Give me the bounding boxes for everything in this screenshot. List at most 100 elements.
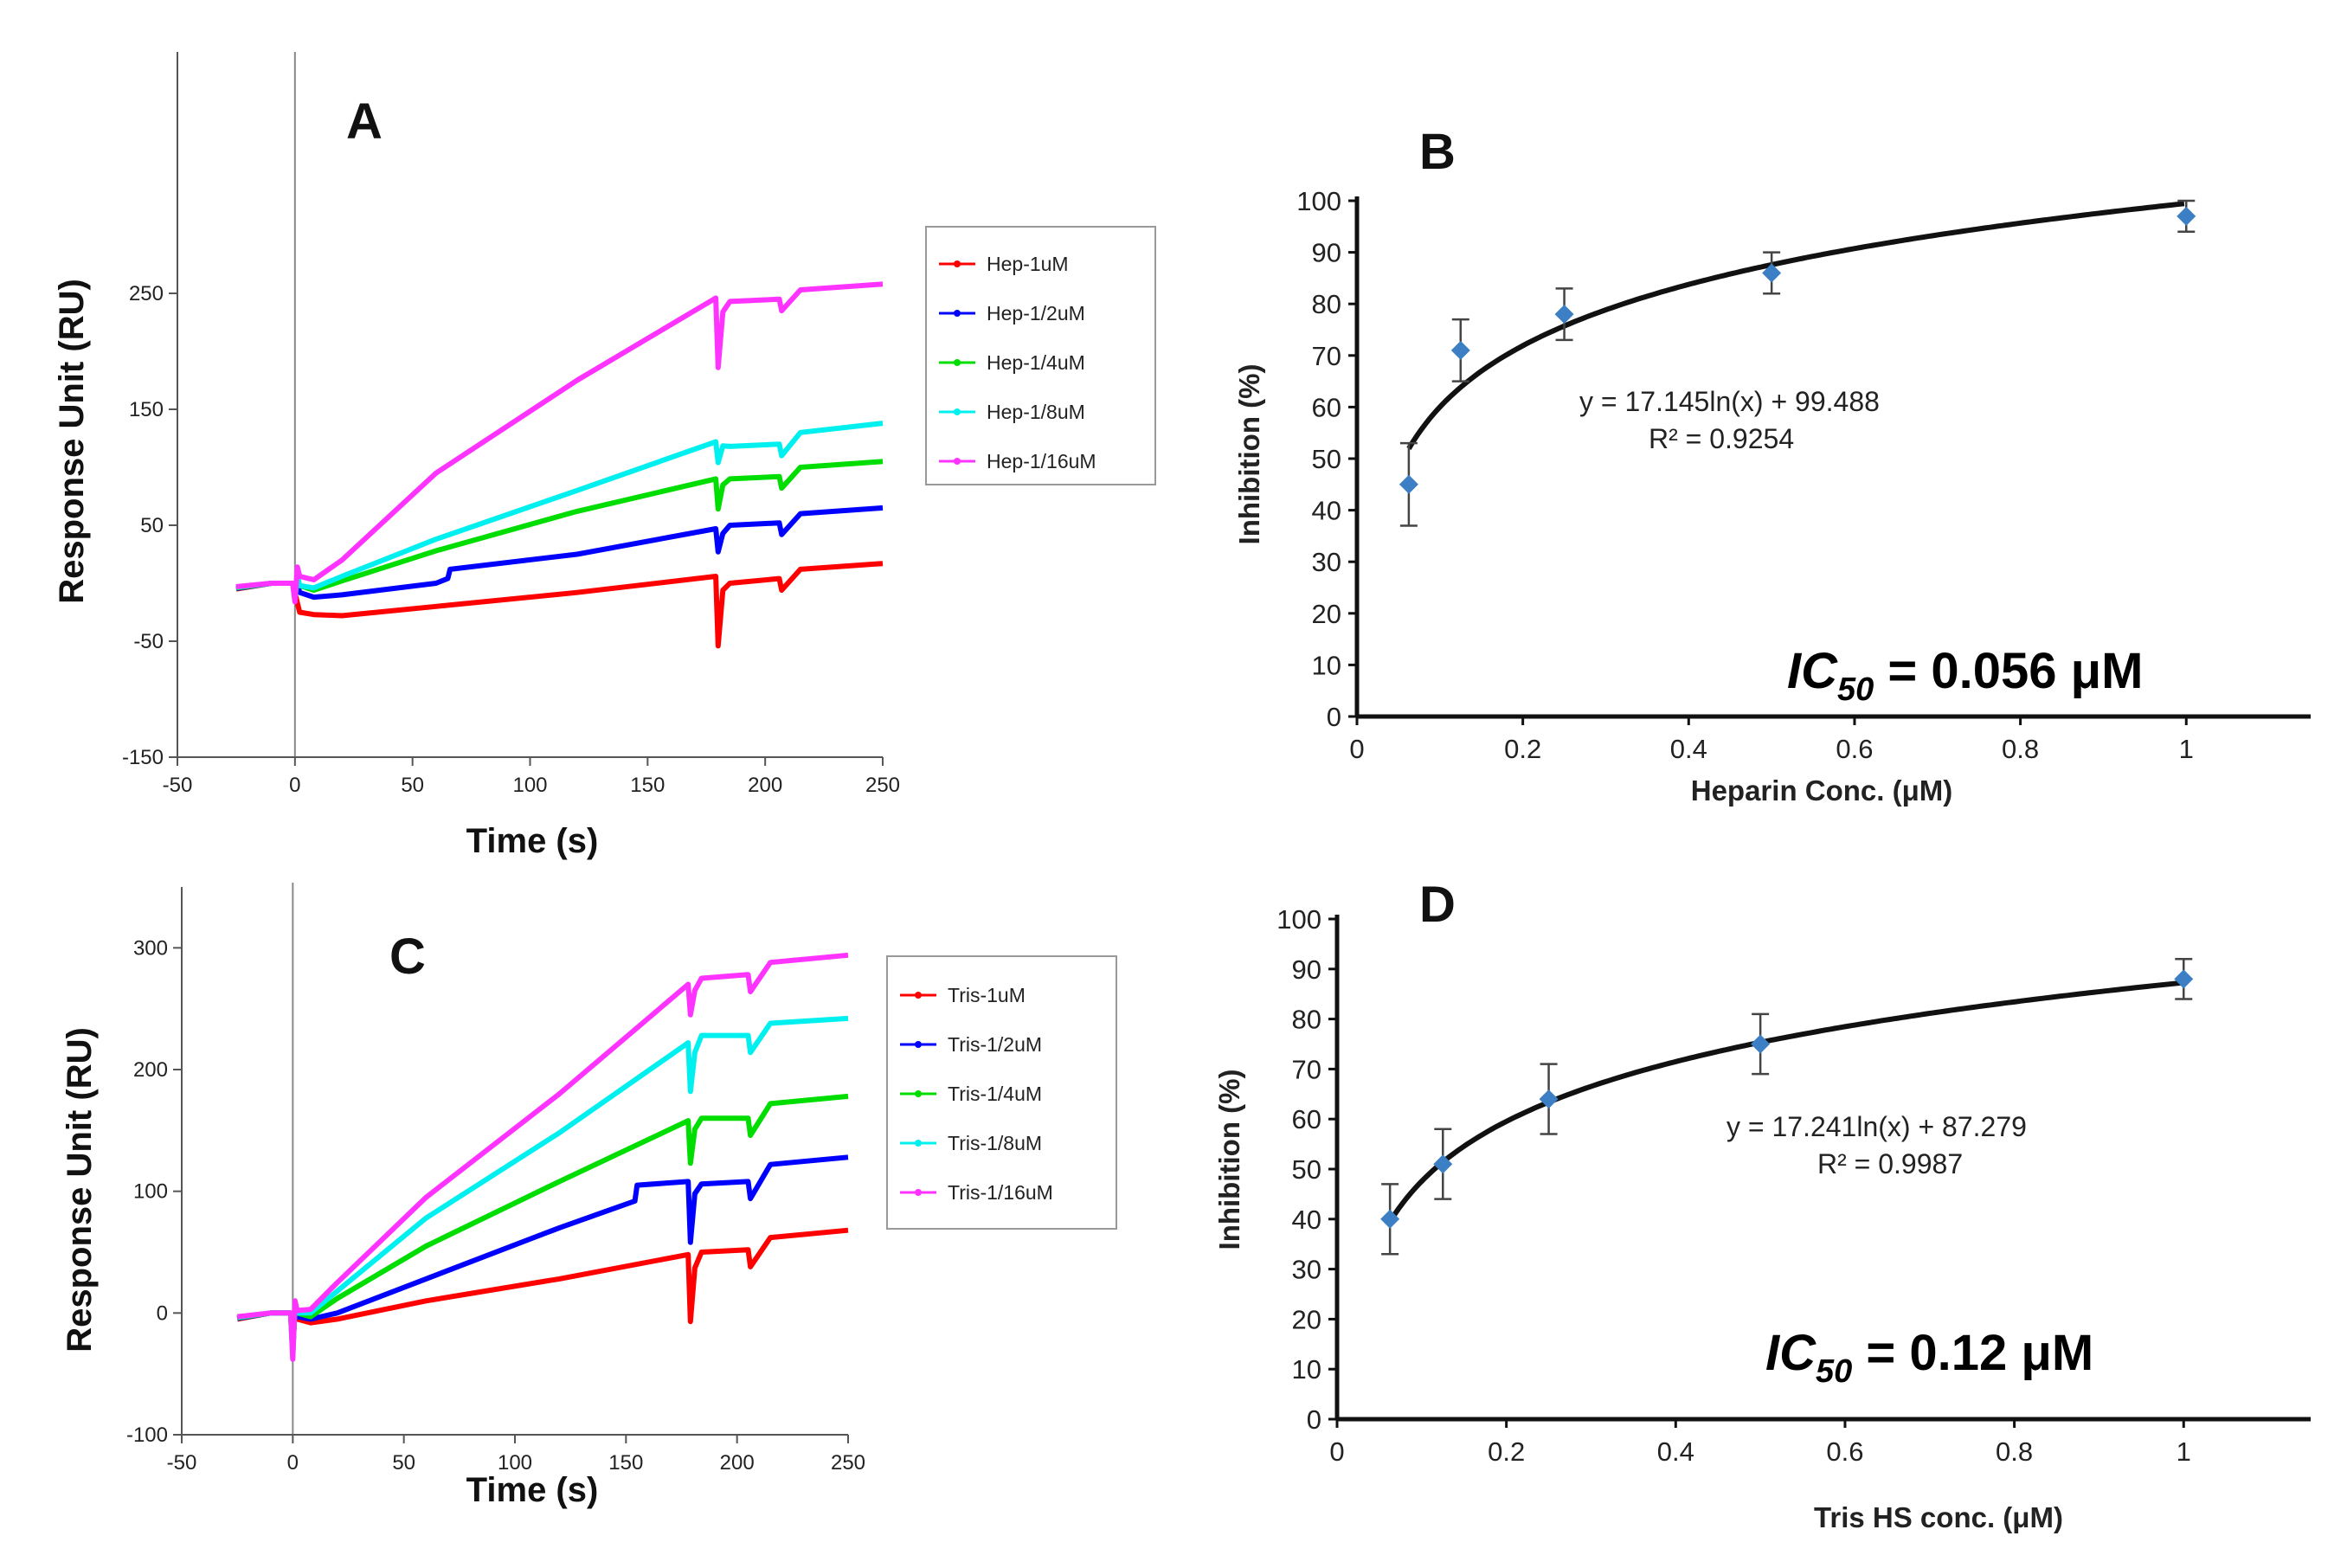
legend-label: Hep-1uM xyxy=(987,253,1069,275)
panel-b-letter: B xyxy=(1419,124,1456,180)
y-tick-label: 20 xyxy=(1312,599,1341,629)
x-tick-label: 100 xyxy=(512,774,547,797)
y-tick-label: 70 xyxy=(1312,341,1341,371)
data-point xyxy=(1399,474,1418,494)
series-line-Tris-1/16uM xyxy=(236,952,849,1362)
panel-c-legend: Tris-1uM Tris-1/2uM Tris-1/4uM Tris-1/8uM Tr… xyxy=(886,955,1117,1230)
legend-marker xyxy=(954,458,961,465)
panel-b-ylabel: Inhibition (%) xyxy=(1233,364,1265,545)
x-tick-label: 0 xyxy=(289,774,300,797)
series-line-Hep-1uM xyxy=(235,561,884,649)
legend-label: Hep-1/16uM xyxy=(987,450,1096,472)
x-tick-label: 150 xyxy=(608,1451,643,1475)
x-tick-label: 250 xyxy=(865,774,900,797)
legend-label: Tris-1/8uM xyxy=(948,1132,1042,1154)
panel-d-ic50-label: IC xyxy=(1765,1325,1817,1381)
panel-a-axes: -50 0 50 100 150 200 250 -150 -50 50 150 250 xyxy=(122,52,900,797)
x-tick-label: 50 xyxy=(392,1451,415,1475)
y-tick-label: 30 xyxy=(1292,1255,1321,1285)
data-point xyxy=(1380,1209,1400,1229)
legend-label: Tris-1/4uM xyxy=(948,1083,1042,1105)
x-tick-label: 0.8 xyxy=(1996,1436,2033,1467)
panel-b-ic50-sub: 50 xyxy=(1837,672,1874,708)
x-tick-label: 0.6 xyxy=(1826,1436,1863,1467)
legend-label: Tris-1/2uM xyxy=(948,1033,1042,1056)
panel-d-ic50: IC50 = 0.12 μM xyxy=(1765,1325,2093,1390)
legend-label: Tris-1/16uM xyxy=(948,1181,1053,1204)
data-point xyxy=(1450,340,1470,360)
panel-d-r2: R² = 0.9987 xyxy=(1817,1148,1963,1179)
legend-marker xyxy=(915,1041,922,1048)
legend-marker xyxy=(915,1090,922,1097)
data-point xyxy=(2177,206,2196,226)
x-tick-label: 0 xyxy=(1349,734,1364,764)
panel-b-equation: y = 17.145ln(x) + 99.488 xyxy=(1579,386,1880,417)
panel-b-ic50-label: IC xyxy=(1787,643,1838,699)
y-tick-label: 250 xyxy=(129,282,164,305)
legend-marker xyxy=(954,408,961,415)
y-tick-label: 50 xyxy=(140,514,164,537)
panel-c-series xyxy=(236,952,849,1362)
series-line-Hep-1/16uM xyxy=(235,281,884,605)
y-tick-label: 150 xyxy=(129,398,164,421)
panel-a-ylabel: Response Unit (RU) xyxy=(53,279,91,604)
y-tick-label: 60 xyxy=(1312,392,1341,422)
panel-d-xlabel: Tris HS conc. (μM) xyxy=(1814,1501,2063,1533)
legend-label: Hep-1/8uM xyxy=(987,401,1085,423)
legend-marker xyxy=(954,260,961,267)
panel-c-letter: C xyxy=(389,929,426,985)
legend-marker xyxy=(915,1189,922,1196)
panel-b-r2: R² = 0.9254 xyxy=(1649,423,1794,454)
data-point xyxy=(2174,969,2194,989)
legend-marker xyxy=(915,1140,922,1147)
panel-a: A -50 0 50 100 150 200 250 -150 -50 50 150 250 Resp… xyxy=(53,52,1156,860)
y-tick-label: 200 xyxy=(133,1058,168,1082)
legend-label: Hep-1/2uM xyxy=(987,302,1085,325)
legend-marker xyxy=(915,992,922,999)
panel-a-series xyxy=(235,281,884,649)
y-tick-label: 60 xyxy=(1292,1104,1321,1134)
y-tick-label: 100 xyxy=(1296,186,1341,216)
y-tick-label: 40 xyxy=(1312,496,1341,526)
y-tick-label: 0 xyxy=(1327,702,1341,732)
fit-curve xyxy=(1406,201,2185,450)
panel-d-ic50-sub: 50 xyxy=(1816,1353,1852,1390)
panel-d-letter: D xyxy=(1419,877,1456,933)
x-tick-label: 0.8 xyxy=(2002,734,2039,764)
panel-b-series xyxy=(1399,199,2196,527)
y-tick-label: 100 xyxy=(1276,904,1321,935)
data-point xyxy=(1751,1034,1771,1054)
legend-marker xyxy=(954,310,961,317)
fit-curve xyxy=(1387,980,2183,1224)
y-tick-label: 100 xyxy=(133,1180,168,1204)
panel-d-series xyxy=(1380,957,2194,1256)
x-tick-label: 150 xyxy=(630,774,665,797)
panel-b-xlabel: Heparin Conc. (μM) xyxy=(1691,774,1953,806)
panel-d-ic50-value: = 0.12 μM xyxy=(1852,1325,2093,1381)
panel-a-legend-box xyxy=(925,226,1156,485)
y-tick-label: 20 xyxy=(1292,1304,1321,1334)
data-point xyxy=(1554,305,1574,325)
x-tick-label: 250 xyxy=(831,1451,865,1475)
series-line-Hep-1/8uM xyxy=(235,421,884,602)
x-tick-label: -50 xyxy=(163,774,193,797)
y-tick-label: 90 xyxy=(1312,238,1341,268)
x-tick-label: 1 xyxy=(2179,734,2194,764)
panel-b-ic50-value: = 0.056 μM xyxy=(1874,643,2143,699)
data-point xyxy=(1762,263,1782,283)
x-tick-label: 200 xyxy=(720,1451,755,1475)
y-tick-label: 40 xyxy=(1292,1205,1321,1235)
panel-a-xlabel: Time (s) xyxy=(466,822,599,860)
y-tick-label: 80 xyxy=(1312,289,1341,319)
y-tick-label: -50 xyxy=(133,630,164,653)
legend-marker xyxy=(954,359,961,366)
panel-a-legend: Hep-1uM Hep-1/2uM Hep-1/4uM Hep-1/8uM Hep-1/… xyxy=(925,226,1156,485)
panel-c-xlabel: Time (s) xyxy=(466,1471,599,1509)
panel-c-ylabel: Response Unit (RU) xyxy=(61,1027,99,1353)
y-tick-label: 30 xyxy=(1312,547,1341,577)
